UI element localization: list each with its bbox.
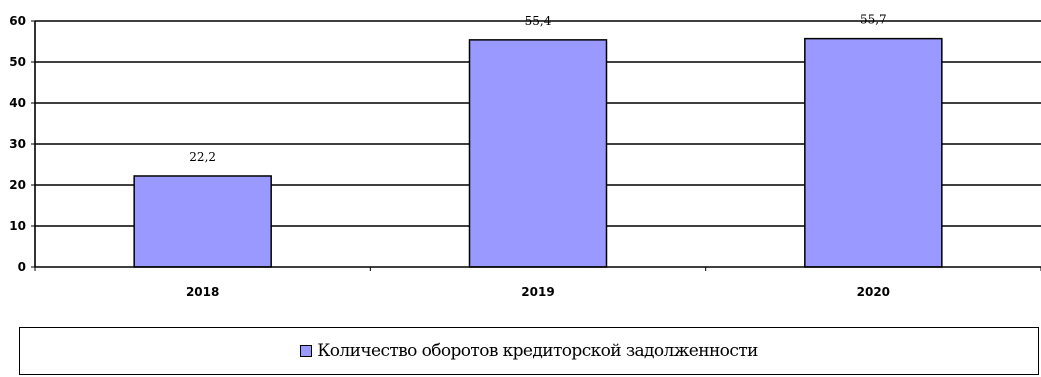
y-tick-label-20: 20 <box>9 178 26 192</box>
x-tick-label-2020: 2020 <box>857 285 890 299</box>
bar-2020 <box>804 37 943 268</box>
x-tick-labels: 2018 2019 2020 <box>186 285 890 299</box>
y-tick-label-30: 30 <box>9 137 26 151</box>
data-label-2020: 55,7 <box>860 13 887 27</box>
bar-2019 <box>468 39 608 268</box>
legend: Количество оборотов кредиторской задолже… <box>19 327 1039 375</box>
legend-swatch <box>300 345 313 357</box>
legend-label: Количество оборотов кредиторской задолже… <box>317 341 758 361</box>
y-tick-label-50: 50 <box>9 55 26 69</box>
data-label-2019: 55,4 <box>525 14 552 28</box>
x-tick-label-2019: 2019 <box>521 285 554 299</box>
y-tick-label-0: 0 <box>18 260 26 274</box>
y-tick-labels: 0 10 20 30 40 50 60 <box>9 14 26 274</box>
bar-2018 <box>133 175 272 268</box>
data-labels: 22,2 55,4 55,7 <box>189 13 886 164</box>
y-tick-label-40: 40 <box>9 96 26 110</box>
y-tick-label-10: 10 <box>9 219 26 233</box>
bars <box>133 37 943 268</box>
x-tick-label-2018: 2018 <box>186 285 219 299</box>
bar-chart: 0 10 20 30 40 50 60 2018 2019 2020 22,2 55,4 55,7 <box>9 13 1041 299</box>
axes <box>31 20 1041 271</box>
data-label-2018: 22,2 <box>189 150 216 164</box>
y-tick-label-60: 60 <box>9 14 26 28</box>
